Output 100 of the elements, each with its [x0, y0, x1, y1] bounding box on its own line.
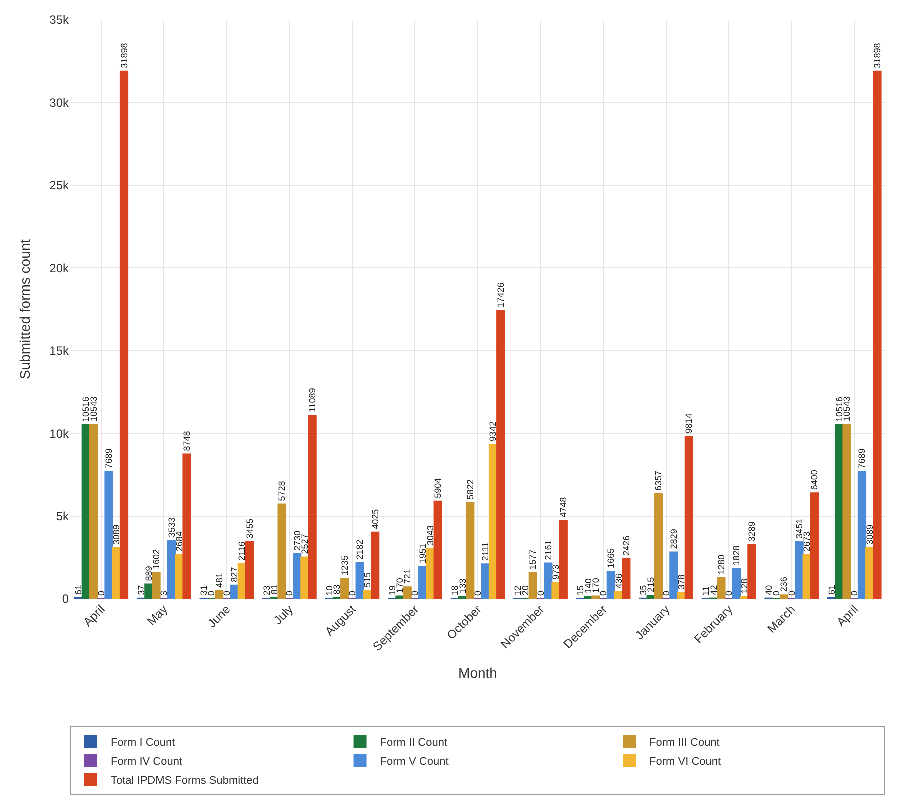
data-label: 889 — [144, 566, 154, 582]
data-label: 35 — [638, 585, 648, 596]
data-label: 83 — [332, 584, 342, 595]
data-label: 0 — [410, 590, 420, 596]
data-label: 3289 — [746, 522, 757, 542]
y-tick-label: 35k — [50, 13, 70, 28]
bar — [308, 415, 317, 599]
data-label: 15 — [576, 586, 586, 596]
bar — [426, 548, 435, 599]
y-axis-title: Submitted forms count — [17, 239, 34, 380]
legend-label: Form IV Count — [111, 756, 183, 768]
bar — [340, 578, 350, 599]
legend-label: Form V Count — [380, 756, 449, 768]
y-tick-label: 10k — [50, 426, 70, 441]
data-label: 2684 — [174, 532, 184, 552]
bar — [670, 552, 678, 599]
data-label: 31898 — [872, 43, 882, 68]
data-label: 10516 — [81, 397, 92, 422]
data-label: 37 — [136, 585, 146, 596]
data-label: 515 — [362, 572, 373, 588]
data-label: 10543 — [88, 396, 99, 422]
bar — [858, 471, 867, 599]
data-label: 6357 — [654, 470, 664, 491]
data-label: 2161 — [543, 540, 554, 560]
data-label: 128 — [739, 578, 750, 594]
bar — [748, 544, 756, 599]
y-tick-label: 25k — [50, 178, 70, 193]
y-tick-label: 15k — [50, 344, 70, 358]
data-label: 61 — [74, 584, 84, 595]
data-label: 0 — [772, 590, 782, 596]
legend-label: Form I Count — [111, 737, 176, 750]
data-label: 61 — [826, 584, 837, 595]
data-label: 0 — [598, 590, 609, 596]
data-label: 0 — [724, 590, 734, 596]
data-label: 827 — [230, 567, 240, 582]
data-label: 973 — [551, 564, 562, 580]
bar — [403, 586, 412, 599]
data-label: 378 — [676, 574, 687, 590]
y-tick-label: 5k — [56, 509, 70, 524]
bar — [780, 594, 789, 599]
data-label: 4025 — [370, 509, 380, 530]
data-label: 2673 — [802, 532, 812, 552]
bar — [842, 424, 852, 599]
data-label: 5728 — [277, 481, 288, 502]
data-label: 170 — [590, 578, 601, 594]
bar — [396, 596, 404, 599]
data-label: 215 — [646, 577, 656, 592]
data-label: 3451 — [794, 518, 804, 539]
data-label: 11 — [701, 586, 712, 596]
data-label: 170 — [394, 578, 405, 594]
bar — [496, 310, 506, 599]
bar — [795, 541, 804, 599]
y-tick-label: 20k — [50, 261, 70, 276]
data-label: 1665 — [606, 548, 616, 568]
x-tick-label: July — [271, 602, 296, 628]
data-label: 19 — [387, 586, 398, 596]
data-label: 5904 — [433, 478, 444, 498]
data-label: 3455 — [244, 518, 255, 539]
data-label: 0 — [661, 590, 672, 596]
data-label: 2426 — [621, 536, 632, 556]
data-label: 1577 — [528, 550, 538, 570]
data-label: 0 — [850, 590, 860, 596]
data-label: 18 — [450, 586, 460, 596]
data-label: 9814 — [684, 414, 694, 434]
data-label: 10516 — [834, 397, 844, 422]
bar — [810, 492, 820, 599]
bar — [152, 572, 161, 599]
data-label: 2527 — [300, 534, 310, 554]
data-label: 7689 — [857, 448, 868, 469]
data-label: 10 — [324, 586, 335, 596]
bar — [434, 500, 442, 599]
bar — [371, 532, 380, 599]
bar — [654, 493, 663, 599]
data-label: 1602 — [152, 549, 162, 570]
bar — [214, 590, 224, 599]
data-label: 3 — [159, 590, 170, 596]
bar — [873, 70, 882, 599]
bar — [230, 584, 239, 599]
bar — [544, 562, 553, 599]
bar — [89, 424, 98, 599]
data-label: 9342 — [488, 421, 498, 442]
bar — [466, 502, 475, 599]
data-label: 5822 — [465, 480, 476, 500]
data-label: 0 — [284, 590, 295, 596]
legend-label: Form III Count — [650, 737, 720, 750]
data-label: 1280 — [716, 554, 726, 575]
x-tick-label: May — [144, 602, 171, 628]
bar — [167, 540, 176, 599]
data-label: 11089 — [308, 388, 318, 413]
bar — [356, 562, 364, 599]
bar — [684, 436, 694, 599]
data-label: 0 — [786, 590, 797, 596]
data-label: 2829 — [668, 529, 679, 550]
y-tick-label: 30k — [50, 96, 70, 110]
data-label: 236 — [779, 577, 790, 592]
y-tick-label: 0 — [62, 592, 70, 606]
data-label: 2111 — [480, 542, 491, 562]
bar — [559, 520, 568, 599]
bar — [300, 556, 310, 599]
data-label: 0 — [536, 590, 546, 596]
